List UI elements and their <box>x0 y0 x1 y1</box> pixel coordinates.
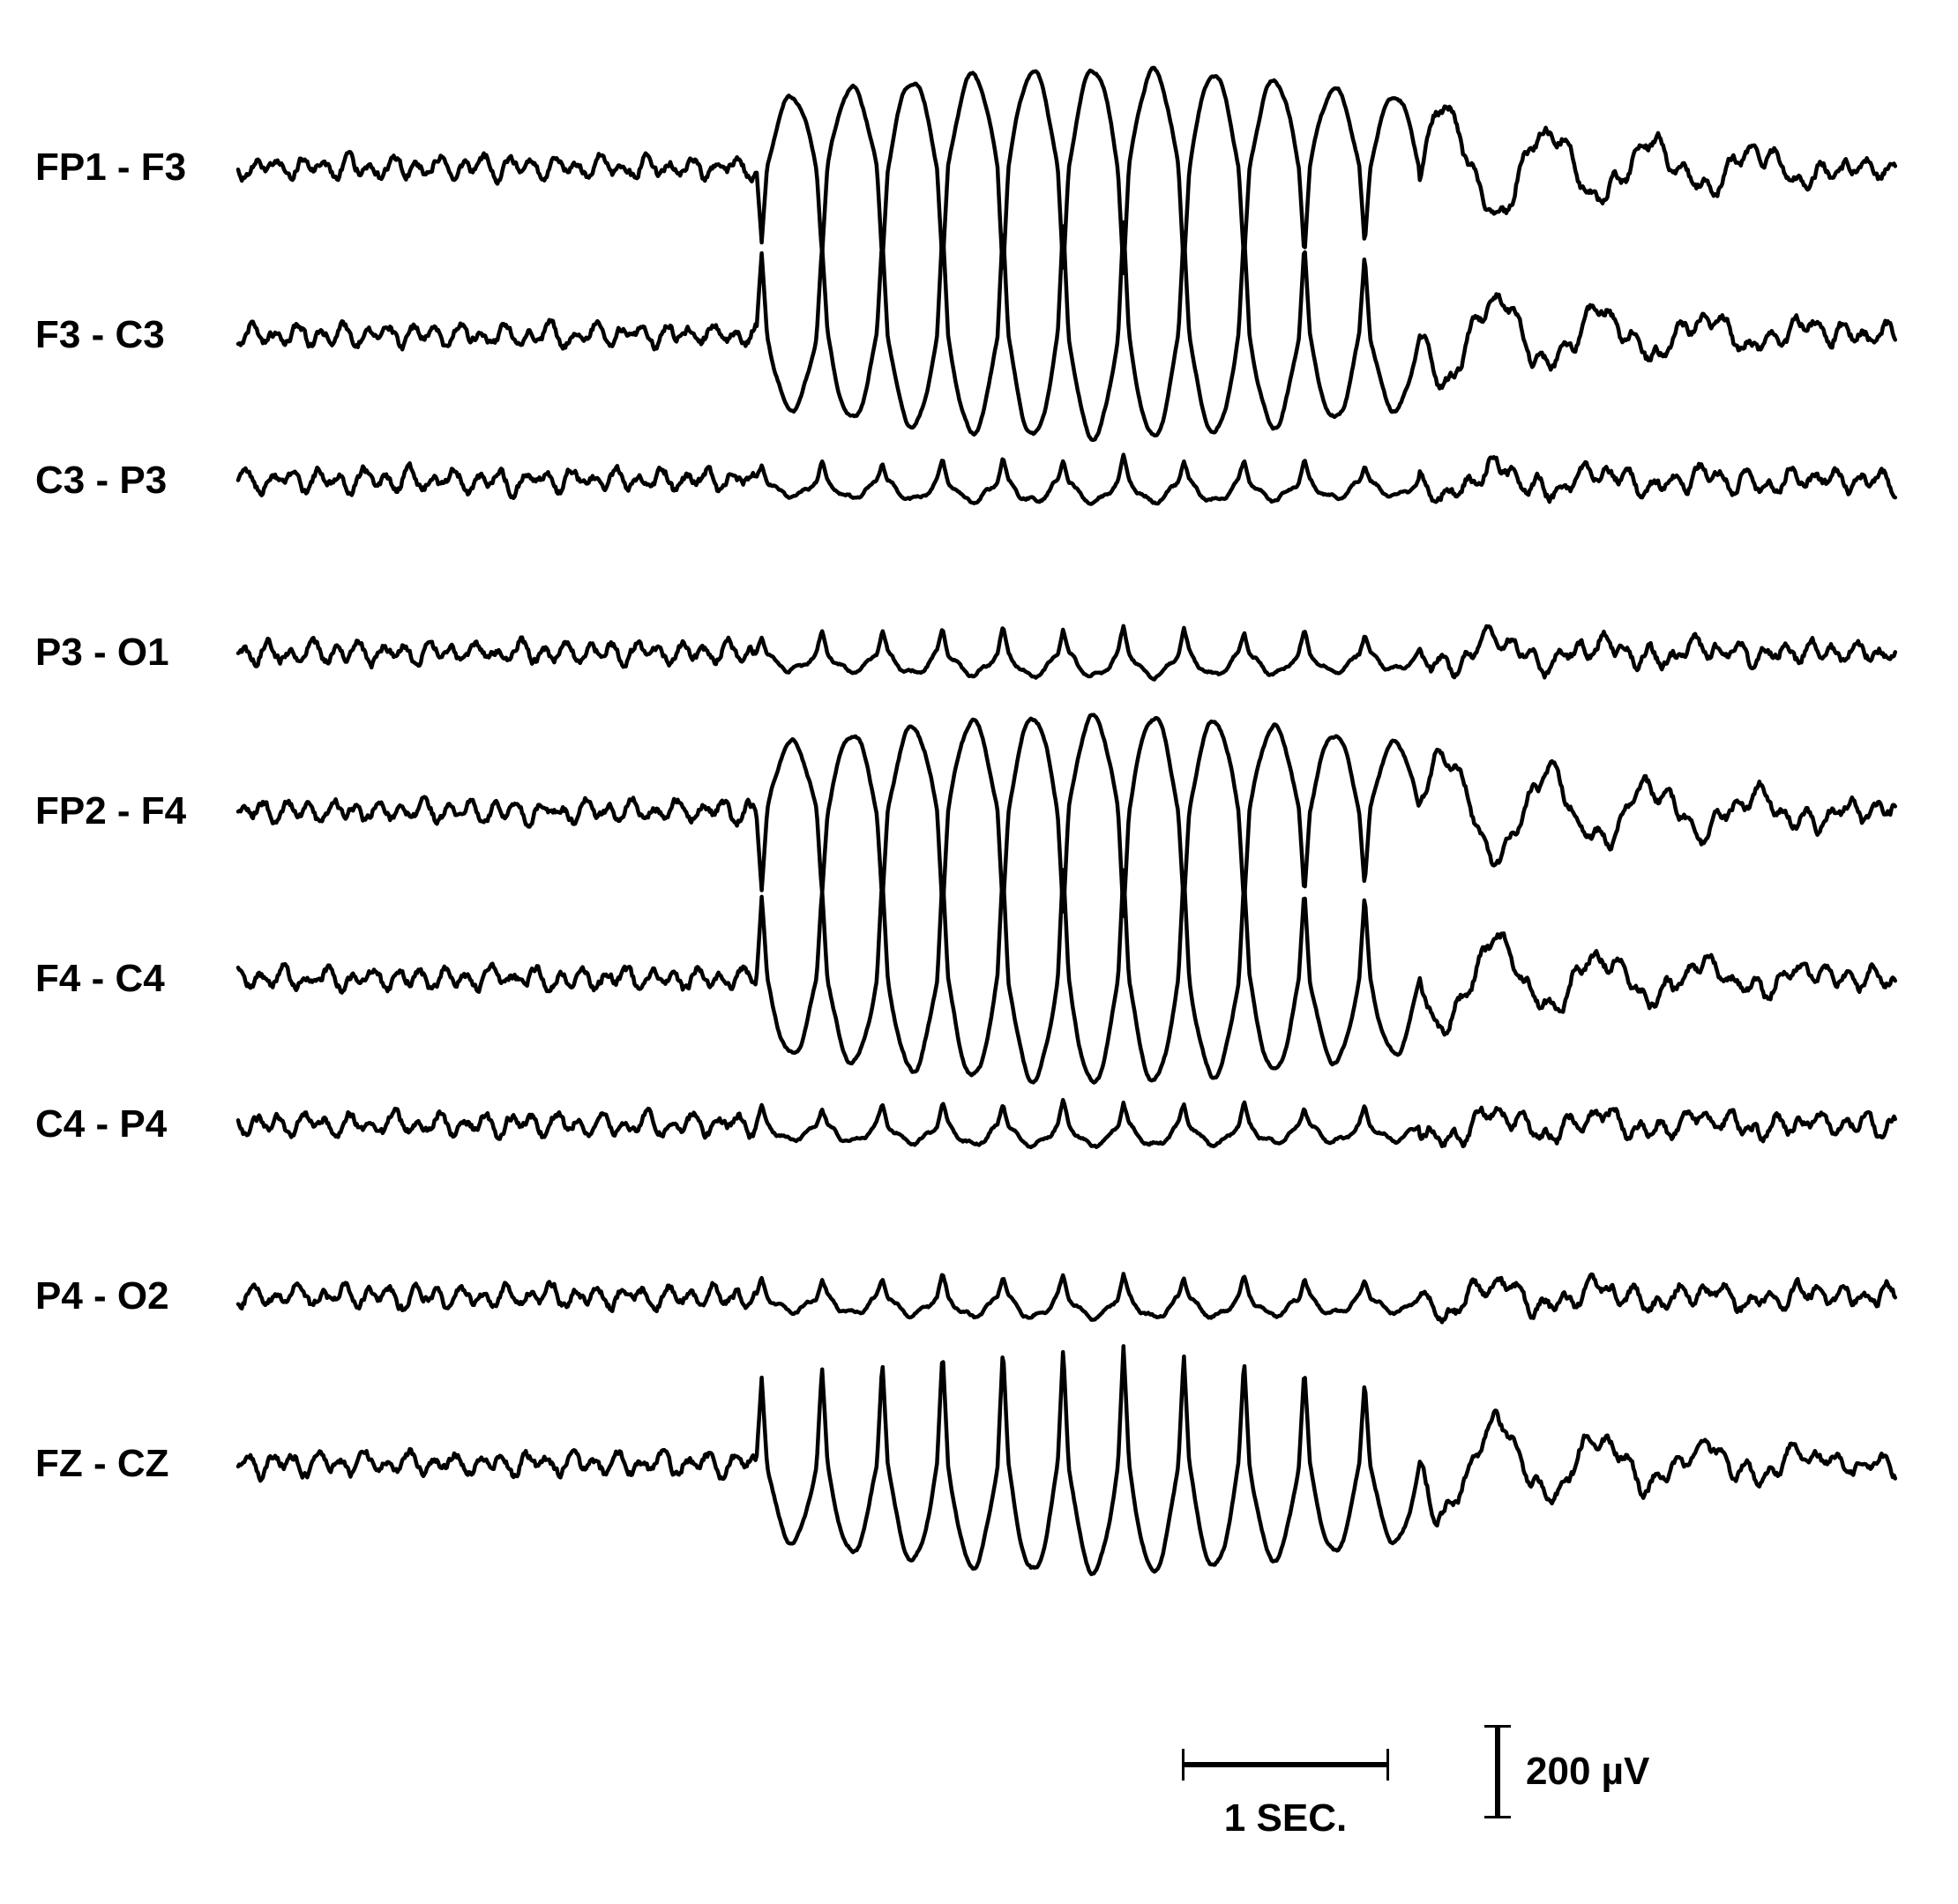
channel-label: FP1 - F3 <box>35 146 186 190</box>
eeg-channel: C4 - P4 <box>0 1067 1958 1182</box>
amplitude-scale-bar: 200 µV <box>1482 1725 1517 1818</box>
channel-label: F4 - C4 <box>35 957 165 1001</box>
amplitude-scale-label: 200 µV <box>1526 1750 1649 1794</box>
channel-label: FP2 - F4 <box>35 789 186 833</box>
eeg-channel: P3 - O1 <box>0 595 1958 710</box>
eeg-channel: FZ - CZ <box>0 1332 1958 1596</box>
time-scale-bar: 1 SEC. <box>1182 1746 1389 1841</box>
time-scale-label: 1 SEC. <box>1182 1796 1389 1841</box>
eeg-channel: F4 - C4 <box>0 864 1958 1094</box>
channel-label: F3 - C3 <box>35 313 165 357</box>
eeg-channel: C3 - P3 <box>0 423 1958 538</box>
channel-trace <box>238 595 1896 710</box>
channel-trace <box>238 1067 1896 1182</box>
eeg-figure: FP1 - F3 F3 - C3 C3 - P3 P3 - O1 FP2 - F4 F4 … <box>0 0 1958 1904</box>
channel-label: FZ - CZ <box>35 1442 169 1486</box>
channel-label: C3 - P3 <box>35 459 167 503</box>
eeg-channel: F3 - C3 <box>0 220 1958 450</box>
channel-trace <box>238 1332 1896 1596</box>
channel-trace <box>238 423 1896 538</box>
channel-label: P3 - O1 <box>35 631 169 675</box>
channel-label: C4 - P4 <box>35 1102 167 1146</box>
channel-label: P4 - O2 <box>35 1274 169 1318</box>
channel-trace <box>238 220 1896 450</box>
channel-trace <box>238 864 1896 1094</box>
